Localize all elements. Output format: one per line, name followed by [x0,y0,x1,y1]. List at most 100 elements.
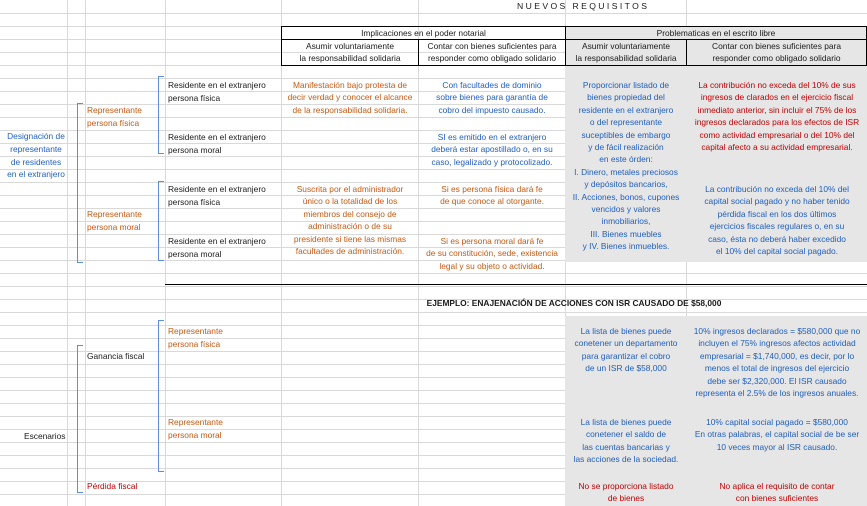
text-line: para garantizar el cobro [581,350,671,361]
header-rule-mid [281,39,867,40]
ej-contar-moral: 10% capital social pagado = $580,000 En o… [687,416,867,453]
text-line: representa el 2.5% de los ingresos anual… [695,388,859,399]
text-line: debe ser $2,320,000. El ISR causado [707,375,847,386]
text-line: con bienes suficientes [735,493,819,504]
text-line: incluyen el 75% ingresos afectos activid… [698,338,856,349]
rep-moral-label-1: Representante [87,209,142,219]
text-line: ingresos de clarados en el ejercicio fis… [700,92,854,103]
perdida-asumir: No se proporciona listado de bienes [565,480,687,505]
text-line: cobro del impuesto causado. [438,104,546,115]
esc-rep-moral-2: persona moral [168,430,222,440]
text-line: III. Bienes muebles [590,228,662,239]
text-line: capital social pagado y no haber tenido [704,196,850,207]
text-line: caso, ésta no deberá haber excedido [708,233,846,244]
text-line: legal y su objeto o actividad. [439,260,545,271]
header-rule-sub1 [418,39,419,66]
prob-contar-top: La contribución no exceda del 10% de sus… [687,79,867,153]
text-line: La contribución no exceda del 10% de sus [698,80,856,90]
ganancia-fiscal-label: Ganancia fiscal [87,351,145,361]
text-line: Suscrita por el administrador [296,184,404,194]
impl-contar-moral: SI es emitido en el extranjero deberá est… [419,131,565,168]
col-contar-prob-2: responder como obligado solidario [712,53,841,63]
brace-rep-moral [158,181,159,261]
text-line: conetener el saldo de [585,429,667,440]
text-line: ejercicios fiscales regulares o, en su [709,221,845,232]
text-line: y de fácil realización [588,142,664,153]
text-line: Manifestación bajo protesta de [292,80,408,90]
designacion-label-2: representante [10,144,62,154]
text-line: Con facultades de dominio [442,80,542,90]
text-line: de que conoce al otorgante. [440,196,544,207]
text-line: y IV. Bienes inmuebles. [582,241,670,252]
designacion-label-4: en el extranjero [7,169,65,179]
text-line: pérdida fiscal en los dos últimos [717,208,837,219]
grid-row-line [0,286,867,287]
brace-ganancia [158,320,159,472]
res-ext-3: Residente en el extranjero [168,184,266,194]
text-line: No aplica el requisito de contar [719,481,835,491]
text-line: Proporcionar listado de [582,80,670,90]
designacion-label-1: Designación de [7,131,65,141]
text-line: La lista de bienes puede [580,326,672,336]
text-line: suceptibles de embargo [581,129,671,140]
brace-designacion [77,103,78,263]
impl-contar-rep-moral: Si es persona moral dará fe de su constit… [419,235,565,272]
grid-row-line [0,13,867,14]
text-line: SI es emitido en el extranjero [437,132,547,142]
impl-asumir-fisica: Manifestación bajo protesta de decir verd… [281,79,419,116]
text-line: vencidos y valores [591,204,661,215]
text-line: En otras palabras, el capital social de … [694,429,860,440]
text-line: capital afecto a su actividad empresaria… [701,142,853,153]
text-line: caso, legalizado y protocolizado. [431,156,553,167]
text-line: facultades de administración. [295,246,405,257]
page-title: NUEVOS REQUISITOS [517,1,650,11]
persona-moral-2: persona moral [168,145,222,155]
text-line: 10 veces mayor al ISR causado. [716,441,838,452]
esc-rep-moral-1: Representante [168,417,223,427]
text-line: 10% capital social pagado = $580,000 [706,417,848,427]
text-line: inmobiliarios, [601,216,651,227]
header-rule-left [281,26,282,66]
text-line: único o la totalidad de los [302,196,398,207]
col-contar-prob-1: Contar con bienes suficientes para [712,41,841,51]
text-line: el 10% del capital social pagado. [716,246,838,257]
text-line: I. Dinero, metales preciosos [574,166,678,177]
text-line: deberá estar apostillado o, en su [431,144,553,155]
brace-rep-fisica [158,76,159,154]
implicaciones-header: Implicaciones en el poder notarial [361,28,486,38]
persona-fisica-1: persona física [168,93,221,103]
res-ext-2: Residente en el extranjero [168,132,266,142]
grid-col-line [85,0,86,506]
persona-moral-4: persona moral [168,249,222,259]
grid-row-line [0,312,867,313]
text-line: como actividad empresarial o del 10% del [699,129,855,140]
rep-moral-label-2: persona moral [87,222,141,232]
text-line: Si es persona moral dará fe [440,236,544,246]
text-line: de su constitución, sede, existencia [426,248,558,259]
col-asumir-impl-1: Asumir voluntariamente [306,41,394,51]
prob-asumir-list: Proporcionar listado de bienes propiedad … [565,79,687,253]
text-line: de la responsabilidad solidaria. [292,104,408,115]
problematicas-header: Problematicas en el escrito libre [656,28,776,38]
header-rule-bottom [281,65,867,66]
text-line: No se proporciona listado [578,481,674,491]
text-line: Si es persona física dará fe [441,184,543,194]
perdida-fiscal-label: Pérdida fiscal [87,481,138,491]
esc-rep-fisica-2: persona física [168,339,221,349]
perdida-contar: No aplica el requisito de contar con bien… [687,480,867,505]
text-line: bienes propiedad del [587,92,665,103]
text-line: residente en el extranjero [578,104,674,115]
header-rule-top [281,26,867,27]
example-rule [165,284,867,285]
escenarios-label: Escenarios [24,431,66,441]
text-line: La contribución no exceda del 10% del [705,184,849,194]
text-line: administración o de su [308,221,392,232]
col-contar-impl-2: responder como obligado solidario [427,53,557,63]
text-line: las cuentas bancarias y [582,441,670,452]
text-line: o del representante [589,117,663,128]
text-line: las acciones de la sociedad. [573,454,679,465]
grid-row-line [0,273,867,274]
text-line: 10% ingresos declarados = $580,000 que n… [693,326,861,336]
text-line: de bienes [607,493,645,504]
grid-col-line [67,0,68,506]
